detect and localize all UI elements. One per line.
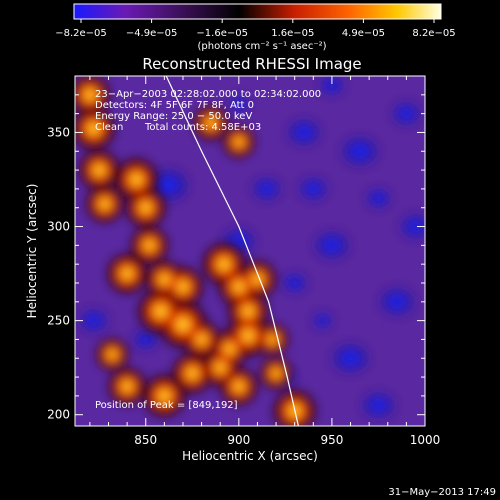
hot-region-yellow-6 — [145, 241, 154, 250]
y-axis-tick-labels: 200 250 300 350 — [47, 125, 70, 421]
hot-region-yellow-13 — [219, 259, 229, 269]
hot-region-yellow-19 — [268, 335, 276, 344]
x-axis-tick-labels: 850 900 950 1000 — [134, 433, 440, 447]
peak-position-label: Position of Peak = [849,192] — [95, 400, 238, 411]
hot-region-yellow-28 — [243, 330, 253, 341]
y-tick-label-300: 300 — [47, 220, 70, 234]
colorbar-ticks — [80, 19, 435, 23]
colorbar-gradient — [73, 3, 442, 20]
hot-region-yellow-12 — [197, 335, 206, 344]
annotation-total-counts: Total counts: 4.58E+03 — [144, 122, 261, 133]
cool-core-11 — [86, 315, 101, 327]
x-tick-label-1000: 1000 — [410, 433, 441, 447]
colorbar-tick-label-3: 1.6e−05 — [271, 28, 314, 39]
hot-region-yellow-20 — [272, 369, 280, 377]
hot-region-yellow-23 — [159, 391, 170, 401]
hot-region-yellow-26 — [234, 382, 244, 391]
hot-region-yellow-9 — [178, 282, 188, 292]
hot-region-yellow-5 — [141, 203, 151, 213]
colorbar-tick-label-5: 8.2e−05 — [412, 28, 455, 39]
colorbar-units: (photons cm⁻² s⁻¹ asec⁻²) — [197, 41, 326, 52]
cool-core-0 — [158, 177, 179, 194]
cool-core-15 — [233, 100, 244, 109]
cool-core-19 — [325, 80, 338, 91]
hot-region-yellow-16 — [253, 275, 262, 284]
x-tick-label-900: 900 — [227, 433, 250, 447]
cool-core-5 — [388, 295, 406, 309]
cool-core-13 — [408, 220, 424, 233]
y-tick-label-250: 250 — [47, 314, 70, 328]
cool-core-9 — [399, 108, 414, 120]
hot-region-yellow-17 — [207, 119, 215, 127]
y-tick-label-350: 350 — [47, 125, 70, 139]
hot-region-yellow-18 — [235, 138, 243, 146]
x-axis-ticks — [89, 76, 426, 426]
colorbar-tick-label-1: −4.9e−05 — [126, 28, 178, 39]
hot-region-yellow-11 — [177, 318, 189, 330]
heatmap-image — [75, 76, 425, 426]
cool-core-7 — [306, 183, 321, 195]
colorbar-tick-labels: −8.2e−05 −4.9e−05 −1.6e−05 1.6e−05 4.9e−05 8.… — [55, 28, 455, 39]
solar-limb-line — [165, 76, 299, 426]
hot-region-yellow-10 — [155, 306, 166, 317]
x-tick-label-950: 950 — [320, 433, 343, 447]
plot-frame — [74, 75, 426, 427]
hot-region-yellow-2 — [94, 165, 104, 175]
hot-region-yellow-3 — [100, 199, 109, 209]
x-tick-label-850: 850 — [134, 433, 157, 447]
y-axis-ticks — [75, 94, 425, 416]
cool-core-8 — [370, 398, 387, 412]
colorbar: −8.2e−05 −4.9e−05 −1.6e−05 1.6e−05 4.9e−05 8.… — [55, 3, 456, 52]
cool-core-18 — [259, 183, 274, 195]
hot-region-yellow-14 — [234, 282, 244, 292]
cool-core-2 — [295, 126, 312, 139]
annotation-detectors: Detectors: 4F 5F 6F 7F 8F, Att 0 — [95, 100, 254, 111]
cool-core-16 — [372, 193, 385, 204]
hot-region-yellow-21 — [108, 350, 116, 359]
hot-region-yellow-15 — [243, 306, 253, 316]
cool-core-17 — [317, 316, 328, 325]
annotation-algorithm: Clean — [95, 122, 123, 133]
cool-core-12 — [139, 334, 152, 345]
hot-region-yellow-4 — [131, 174, 142, 185]
cool-core-4 — [350, 144, 369, 159]
hot-region-yellow-1 — [88, 123, 99, 134]
hot-region-yellow-7 — [122, 269, 132, 279]
y-axis-label: Heliocentric Y (arcsec) — [25, 184, 39, 319]
cool-core-1 — [230, 235, 247, 248]
hot-region-yellow-24 — [187, 368, 197, 378]
annotation-energy-range: Energy Range: 25.0 − 50.0 keV — [95, 111, 252, 122]
hot-region-yellow-22 — [122, 382, 132, 391]
cool-core-3 — [323, 238, 341, 253]
hot-layer — [75, 76, 316, 426]
chart-title: Reconstructed RHESSI Image — [142, 55, 361, 73]
hot-region-yellow-8 — [160, 275, 169, 284]
hot-region-yellow-29 — [225, 344, 234, 354]
annotation-block: 23−Apr−2003 02:28:02.000 to 02:34:02.000… — [95, 89, 321, 133]
cool-core-10 — [288, 278, 301, 288]
colorbar-tick-label-2: −1.6e−05 — [196, 28, 248, 39]
hot-region-yellow-0 — [85, 90, 95, 100]
hot-region-yellow-25 — [216, 363, 225, 372]
annotation-time-range: 23−Apr−2003 02:28:02.000 to 02:34:02.000 — [95, 89, 321, 100]
colorbar-tick-label-4: 4.9e−05 — [342, 28, 385, 39]
y-tick-label-200: 200 — [47, 408, 70, 422]
colorbar-tick-label-0: −8.2e−05 — [55, 28, 107, 39]
footer-timestamp: 31−May−2013 17:49 — [388, 487, 496, 498]
cool-core-6 — [341, 351, 360, 366]
x-axis-label: Heliocentric X (arcsec) — [182, 449, 318, 463]
